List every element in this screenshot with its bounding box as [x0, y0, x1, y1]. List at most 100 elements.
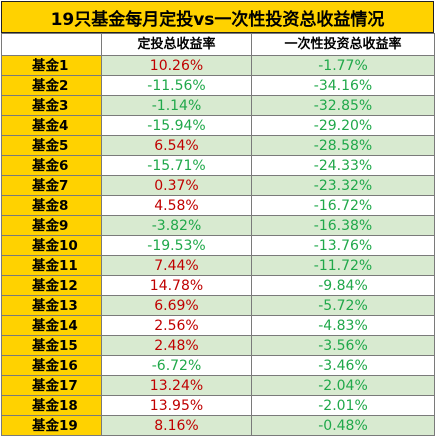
fund-name-cell: 基金8 — [1, 195, 102, 216]
lump-sum-return-value: -3.46% — [318, 357, 368, 374]
dca-return-cell: 10.26% — [101, 55, 252, 76]
lump-sum-return-cell: -34.16% — [251, 75, 435, 96]
dca-return-value: 2.48% — [154, 337, 199, 354]
lump-sum-return-value: -2.04% — [318, 377, 368, 394]
dca-return-cell: 0.37% — [101, 175, 252, 196]
lump-sum-return-value: -34.16% — [313, 77, 373, 94]
fund-name-cell: 基金5 — [1, 135, 102, 156]
dca-return-cell: 7.44% — [101, 255, 252, 276]
dca-return-cell: 13.24% — [101, 375, 252, 396]
dca-return-cell: 2.56% — [101, 315, 252, 336]
lump-sum-return-value: -0.48% — [318, 417, 368, 434]
dca-return-cell: 6.69% — [101, 295, 252, 316]
lump-sum-return-value: -5.72% — [318, 297, 368, 314]
table-row: 基金10 -19.53% -13.76% — [1, 235, 435, 256]
lump-sum-return-value: -1.77% — [318, 57, 368, 74]
dca-return-value: 2.56% — [154, 317, 199, 334]
lump-sum-return-value: -13.76% — [313, 237, 373, 254]
dca-return-value: -15.94% — [147, 117, 206, 134]
lump-sum-return-value: -2.01% — [318, 397, 368, 414]
fund-name-cell: 基金9 — [1, 215, 102, 236]
lump-sum-return-cell: -24.33% — [251, 155, 435, 176]
table-row: 基金8 4.58% -16.72% — [1, 195, 435, 216]
lump-sum-return-cell: -3.46% — [251, 355, 435, 376]
header-dca-return: 定投总收益率 — [101, 33, 252, 56]
dca-return-value: 8.16% — [154, 417, 199, 434]
lump-sum-return-cell: -4.83% — [251, 315, 435, 336]
dca-return-value: 13.24% — [149, 377, 204, 394]
dca-return-cell: -15.94% — [101, 115, 252, 136]
lump-sum-return-cell: -32.85% — [251, 95, 435, 116]
dca-return-cell: -19.53% — [101, 235, 252, 256]
header-row: 定投总收益率 一次性投资总收益率 — [1, 33, 435, 56]
table-row: 基金15 2.48% -3.56% — [1, 335, 435, 356]
fund-name-cell: 基金4 — [1, 115, 102, 136]
lump-sum-return-cell: -5.72% — [251, 295, 435, 316]
lump-sum-return-value: -16.38% — [313, 217, 373, 234]
lump-sum-return-value: -4.83% — [318, 317, 368, 334]
fund-name-cell: 基金18 — [1, 395, 102, 416]
dca-return-value: -6.72% — [151, 357, 202, 374]
lump-sum-return-value: -16.72% — [313, 197, 373, 214]
table-row: 基金9 -3.82% -16.38% — [1, 215, 435, 236]
dca-return-cell: -6.72% — [101, 355, 252, 376]
fund-name-cell: 基金10 — [1, 235, 102, 256]
dca-return-value: 7.44% — [154, 257, 199, 274]
fund-name-cell: 基金7 — [1, 175, 102, 196]
lump-sum-return-cell: -2.01% — [251, 395, 435, 416]
table-row: 基金4 -15.94% -29.20% — [1, 115, 435, 136]
fund-name-cell: 基金11 — [1, 255, 102, 276]
table-row: 基金18 13.95% -2.01% — [1, 395, 435, 416]
lump-sum-return-cell: -3.56% — [251, 335, 435, 356]
table-row: 基金11 7.44% -11.72% — [1, 255, 435, 276]
dca-return-cell: -3.82% — [101, 215, 252, 236]
dca-return-value: 6.69% — [154, 297, 199, 314]
dca-return-value: -3.82% — [151, 217, 202, 234]
dca-return-value: -19.53% — [147, 237, 206, 254]
dca-return-value: 14.78% — [149, 277, 204, 294]
header-blank — [1, 33, 102, 56]
dca-return-value: 4.58% — [154, 197, 199, 214]
lump-sum-return-value: -3.56% — [318, 337, 368, 354]
table-row: 基金3 -1.14% -32.85% — [1, 95, 435, 116]
lump-sum-return-cell: -28.58% — [251, 135, 435, 156]
lump-sum-return-cell: -16.72% — [251, 195, 435, 216]
fund-name-cell: 基金1 — [1, 55, 102, 76]
dca-return-cell: 14.78% — [101, 275, 252, 296]
fund-name-cell: 基金15 — [1, 335, 102, 356]
fund-name-cell: 基金17 — [1, 375, 102, 396]
lump-sum-return-value: -29.20% — [313, 117, 373, 134]
lump-sum-return-value: -24.33% — [313, 157, 373, 174]
table-row: 基金5 6.54% -28.58% — [1, 135, 435, 156]
lump-sum-return-cell: -0.48% — [251, 415, 435, 436]
dca-return-value: -15.71% — [147, 157, 206, 174]
fund-name-cell: 基金19 — [1, 415, 102, 436]
lump-sum-return-value: -28.58% — [313, 137, 373, 154]
lump-sum-return-cell: -2.04% — [251, 375, 435, 396]
lump-sum-return-cell: -11.72% — [251, 255, 435, 276]
dca-return-value: 6.54% — [154, 137, 199, 154]
lump-sum-return-cell: -1.77% — [251, 55, 435, 76]
fund-name-cell: 基金12 — [1, 275, 102, 296]
lump-sum-return-value: -32.85% — [313, 97, 373, 114]
lump-sum-return-cell: -13.76% — [251, 235, 435, 256]
table-row: 基金1 10.26% -1.77% — [1, 55, 435, 76]
fund-name-cell: 基金3 — [1, 95, 102, 116]
lump-sum-return-cell: -16.38% — [251, 215, 435, 236]
table-row: 基金17 13.24% -2.04% — [1, 375, 435, 396]
dca-return-cell: -15.71% — [101, 155, 252, 176]
table-row: 基金13 6.69% -5.72% — [1, 295, 435, 316]
dca-return-cell: 13.95% — [101, 395, 252, 416]
dca-return-cell: 8.16% — [101, 415, 252, 436]
lump-sum-return-value: -9.84% — [318, 277, 368, 294]
fund-name-cell: 基金2 — [1, 75, 102, 96]
dca-return-value: -1.14% — [151, 97, 202, 114]
dca-return-cell: -11.56% — [101, 75, 252, 96]
lump-sum-return-value: -23.32% — [313, 177, 373, 194]
header-lump-sum-return: 一次性投资总收益率 — [251, 33, 435, 56]
dca-return-cell: 4.58% — [101, 195, 252, 216]
fund-name-cell: 基金6 — [1, 155, 102, 176]
table-row: 基金7 0.37% -23.32% — [1, 175, 435, 196]
returns-table: 定投总收益率 一次性投资总收益率 基金1 10.26% -1.77% 基金2 -11.5… — [1, 33, 435, 436]
